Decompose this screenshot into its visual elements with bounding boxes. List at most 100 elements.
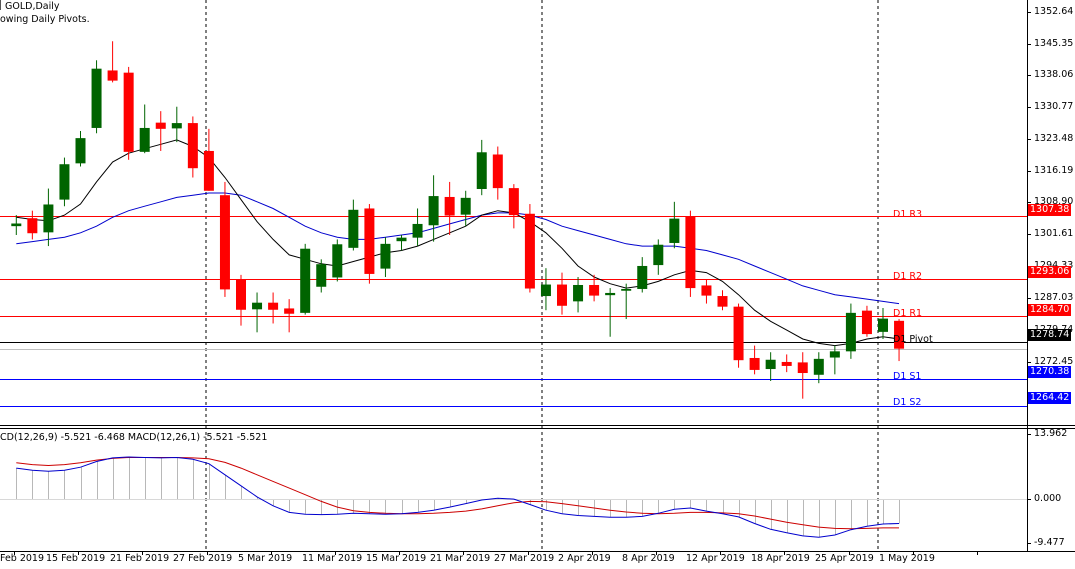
moving-averages xyxy=(16,139,900,347)
price-tag-r2: 1293.06 xyxy=(1028,266,1071,278)
candle-body xyxy=(637,265,648,289)
candle-body xyxy=(589,284,600,296)
price-tick: 1308.90 xyxy=(1034,196,1074,207)
candle-body xyxy=(476,152,487,189)
candle-body xyxy=(444,196,455,216)
candle-body xyxy=(364,208,375,274)
price-tick: 1294.33 xyxy=(1034,260,1073,272)
price-tick: 1323.48 xyxy=(1034,133,1074,144)
macd-axis-tick: 0.000 xyxy=(1034,493,1062,504)
price-tick: 1272.45 xyxy=(1034,356,1074,367)
candle-body xyxy=(717,296,728,307)
candle-body xyxy=(380,243,391,269)
candlesticks xyxy=(11,41,905,399)
pivot-label-r3: D1 R3 xyxy=(893,209,923,220)
candle-body xyxy=(75,138,86,164)
candle-body xyxy=(428,196,439,226)
symbol-title: GOLD,Daily xyxy=(5,1,60,12)
pivot-label-r1: D1 R1 xyxy=(893,308,923,319)
time-tick: 2 Apr 2019 xyxy=(558,553,611,564)
candle-body xyxy=(621,288,632,291)
candle-body xyxy=(43,204,54,233)
price-tick: 1345.35 xyxy=(1034,38,1074,49)
candle-body xyxy=(59,164,70,200)
candle-body xyxy=(332,244,343,278)
time-tick: 11 Mar 2019 xyxy=(302,553,363,564)
period-separators xyxy=(205,0,879,551)
candle-body xyxy=(894,320,905,349)
price-tag-pivot: 1278.74 xyxy=(1028,329,1071,341)
chart-frame xyxy=(0,0,1075,555)
candle-body xyxy=(653,244,664,266)
time-tick: 12 Apr 2019 xyxy=(686,553,745,564)
time-tick: 8 Apr 2019 xyxy=(622,553,675,564)
price-tick: 1330.77 xyxy=(1034,101,1074,112)
pivot-label-s2: D1 S2 xyxy=(893,397,922,408)
candle-body xyxy=(203,150,214,191)
candle-body xyxy=(11,223,22,227)
indicator-note: owing Daily Pivots. xyxy=(0,14,90,25)
candle-body xyxy=(123,72,134,152)
time-tick: 5 Mar 2019 xyxy=(238,553,293,564)
candle-body xyxy=(268,302,279,310)
price-tick: 1301.61 xyxy=(1034,228,1074,239)
candle-body xyxy=(829,351,840,358)
candle-body xyxy=(27,218,38,234)
candle-body xyxy=(685,216,696,289)
time-tick: 21 Mar 2019 xyxy=(430,553,491,564)
ma-fast-line xyxy=(16,139,900,347)
time-tick: 1 May 2019 xyxy=(879,553,935,564)
candle-body xyxy=(300,248,311,313)
candle-body xyxy=(284,308,295,314)
symbol-label: GOLD,Daily xyxy=(0,0,60,13)
time-tick: 18 Apr 2019 xyxy=(751,553,810,564)
candle-body xyxy=(316,264,327,287)
candle-body xyxy=(460,197,471,215)
price-tick: 1316.19 xyxy=(1034,165,1074,176)
candle-body xyxy=(861,310,872,335)
macd-indicator xyxy=(0,456,1027,538)
candle-body xyxy=(396,237,407,242)
macd-signal-line xyxy=(16,457,899,530)
price-tick: 1352.64 xyxy=(1034,6,1074,17)
pivot-label-s1: D1 S1 xyxy=(893,371,922,382)
candle-body xyxy=(765,359,776,370)
candle-body xyxy=(781,361,792,366)
candle-body xyxy=(701,285,712,296)
time-tick: 27 Feb 2019 xyxy=(173,553,233,564)
candle-body xyxy=(749,357,760,370)
time-tick: 15 Feb 2019 xyxy=(46,553,106,564)
symbol-marker-icon xyxy=(0,0,1,10)
price-tag-s1: 1270.38 xyxy=(1028,366,1071,378)
ma-slow-line xyxy=(16,192,900,305)
time-tick: Feb 2019 xyxy=(0,553,45,564)
macd-axis-tick: -9.477 xyxy=(1034,537,1065,548)
price-tick: 1287.03 xyxy=(1034,292,1074,303)
price-tag-r3: 1307.38 xyxy=(1028,204,1071,216)
candle-body xyxy=(524,213,535,289)
price-tag-r1: 1284.70 xyxy=(1028,304,1071,316)
candle-body xyxy=(492,154,503,189)
candle-body xyxy=(236,279,246,310)
time-tick: 25 Apr 2019 xyxy=(815,553,874,564)
candle-body xyxy=(252,302,263,310)
candle-body xyxy=(669,218,680,243)
candle-body xyxy=(813,358,824,375)
candle-body xyxy=(540,284,551,297)
candle-body xyxy=(797,362,808,374)
candle-body xyxy=(107,70,118,81)
candle-body xyxy=(91,68,102,128)
price-tick: 1338.06 xyxy=(1034,69,1074,80)
candle-body xyxy=(187,123,198,169)
pivot-label-pivot: D1 Pivot xyxy=(893,334,933,345)
candle-body xyxy=(171,123,182,129)
candle-body xyxy=(139,127,150,152)
macd-axis-tick: 13.962 xyxy=(1034,428,1068,439)
candle-body xyxy=(219,195,230,290)
candle-body xyxy=(508,188,519,216)
pivot-label-r2: D1 R2 xyxy=(893,271,923,282)
candle-body xyxy=(412,223,423,238)
time-tick: 27 Mar 2019 xyxy=(494,553,555,564)
